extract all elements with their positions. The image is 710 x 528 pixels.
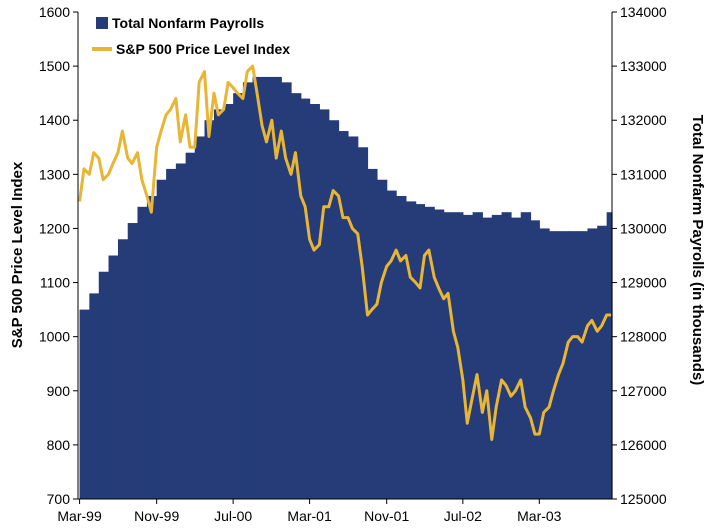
payroll-bar xyxy=(347,136,359,499)
payroll-bar xyxy=(185,152,196,499)
x-tick-label: Jul-00 xyxy=(214,508,252,524)
payroll-bar xyxy=(291,93,302,500)
payroll-bar xyxy=(357,147,369,499)
payroll-bar xyxy=(271,76,282,500)
right-tick-label: 134000 xyxy=(620,4,667,20)
right-tick-label: 127000 xyxy=(620,383,667,399)
left-axis-title: S&P 500 Price Level Index xyxy=(9,161,26,348)
left-tick-label: 1500 xyxy=(39,58,70,74)
payroll-bar xyxy=(117,239,129,499)
left-tick-label: 1200 xyxy=(39,220,70,236)
payroll-bar xyxy=(213,109,225,500)
payroll-bar xyxy=(223,103,234,500)
payroll-bar xyxy=(146,195,158,500)
payroll-bar xyxy=(530,220,540,499)
x-tick-label: Mar-03 xyxy=(517,508,562,524)
payroll-bar xyxy=(194,136,206,499)
payroll-bar xyxy=(328,120,340,499)
payroll-bar xyxy=(89,293,100,499)
legend-payrolls-marker xyxy=(96,17,108,29)
payroll-bar xyxy=(319,109,330,500)
x-tick-label: Nov-01 xyxy=(364,508,409,524)
payroll-bar xyxy=(98,271,110,499)
legend-payrolls-label: Total Nonfarm Payrolls xyxy=(112,15,264,31)
payroll-bar xyxy=(79,309,90,499)
left-tick-label: 1400 xyxy=(39,112,70,128)
right-axis-title: Total Nonfarm Payrolls (in thousands) xyxy=(689,115,706,386)
payroll-bar xyxy=(252,76,263,500)
right-tick-label: 133000 xyxy=(620,58,667,74)
payroll-bar xyxy=(577,231,589,499)
payroll-bar xyxy=(472,212,483,499)
payroll-bar xyxy=(204,120,215,499)
payroll-bar xyxy=(568,231,579,499)
payroll-bar xyxy=(424,206,435,500)
payroll-bar xyxy=(587,228,598,499)
right-tick-label: 132000 xyxy=(620,112,667,128)
payroll-bar xyxy=(338,131,349,500)
payroll-bar xyxy=(281,82,292,499)
payroll-bar xyxy=(166,168,177,500)
payroll-bar xyxy=(300,98,311,499)
right-tick-label: 128000 xyxy=(620,329,667,345)
payroll-bar xyxy=(262,76,273,500)
payroll-bar xyxy=(549,231,560,499)
payroll-bar xyxy=(233,93,244,500)
payroll-bar xyxy=(137,206,148,500)
payroll-bar xyxy=(405,201,417,499)
left-tick-label: 800 xyxy=(47,437,71,453)
payroll-bar xyxy=(396,195,407,500)
payroll-bar xyxy=(127,223,139,499)
payroll-bar xyxy=(606,212,613,499)
x-tick-label: Jul-02 xyxy=(444,508,482,524)
x-tick-label: Nov-99 xyxy=(134,508,179,524)
legend-sp500-label: S&P 500 Price Level Index xyxy=(116,41,290,57)
payroll-bar xyxy=(491,214,503,500)
right-tick-label: 126000 xyxy=(620,437,667,453)
left-axis-ticks: 700 800 900 1000 1100 1200 1300 1400 1500 1600 xyxy=(39,4,78,507)
x-axis-ticks: Mar-99 Nov-99 Jul-00 Mar-01 Nov-01 Jul-02 Mar-… xyxy=(57,499,562,524)
left-tick-label: 1000 xyxy=(39,329,70,345)
payroll-bar xyxy=(462,214,474,500)
right-tick-label: 130000 xyxy=(620,220,667,236)
payroll-bar xyxy=(482,217,493,499)
right-tick-label: 125000 xyxy=(620,491,667,507)
payroll-bar xyxy=(367,168,378,500)
right-axis-ticks: 125000 126000 127000 128000 129000 130000 1310… xyxy=(612,4,667,507)
payroll-bar xyxy=(242,82,254,499)
legend: Total Nonfarm Payrolls S&P 500 Price Lev… xyxy=(92,15,290,57)
payroll-bar xyxy=(415,204,426,499)
left-tick-label: 700 xyxy=(47,491,71,507)
x-tick-label: Mar-01 xyxy=(287,508,332,524)
left-tick-label: 900 xyxy=(47,383,71,399)
payroll-bar xyxy=(108,255,119,499)
payroll-bar xyxy=(434,209,445,499)
right-tick-label: 131000 xyxy=(620,166,667,182)
payroll-bar xyxy=(156,179,167,500)
payroll-bar xyxy=(539,228,550,499)
payroll-bar xyxy=(309,103,320,500)
x-tick-label: Mar-99 xyxy=(57,508,102,524)
payroll-bar xyxy=(510,217,522,499)
payroll-bar xyxy=(520,212,532,499)
left-tick-label: 1100 xyxy=(40,275,70,291)
payroll-bar xyxy=(501,212,512,499)
left-tick-label: 1600 xyxy=(39,4,70,20)
left-tick-label: 1300 xyxy=(39,166,70,182)
sp500-line xyxy=(78,64,612,441)
payroll-bar xyxy=(386,190,397,499)
payroll-bar xyxy=(597,225,608,500)
payroll-bar xyxy=(443,212,454,499)
payroll-bar xyxy=(175,163,187,499)
payroll-bar xyxy=(376,179,388,500)
right-tick-label: 129000 xyxy=(620,275,667,291)
payroll-bars xyxy=(79,76,613,500)
